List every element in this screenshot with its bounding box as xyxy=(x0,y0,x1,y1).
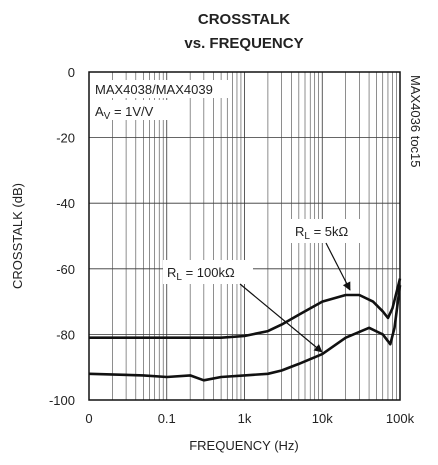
y-tick-label: -40 xyxy=(56,196,75,211)
label-bg xyxy=(291,219,361,243)
annotation: MAX4036 toc15 xyxy=(408,75,423,168)
x-tick-label: 0.1 xyxy=(158,411,176,426)
annotation: RL = 100kΩ xyxy=(167,265,235,283)
lines xyxy=(88,278,402,382)
label-bg xyxy=(92,80,232,98)
x-axis-label: FREQUENCY (Hz) xyxy=(189,438,299,453)
y-tick-label: -100 xyxy=(49,393,75,408)
x-tick-label: 10k xyxy=(312,411,333,426)
series-line xyxy=(88,285,402,382)
arrow xyxy=(325,242,351,291)
chart-title: vs. FREQUENCY xyxy=(184,35,303,52)
annotation: RL = 5kΩ xyxy=(295,224,348,242)
series-line xyxy=(89,278,402,339)
annotation: MAX4038/MAX4039 xyxy=(95,82,213,97)
x-tick-label: 0 xyxy=(85,411,92,426)
y-tick-label: -60 xyxy=(56,262,75,277)
arrow xyxy=(239,283,323,353)
y-tick-label: 0 xyxy=(68,65,75,80)
x-tick-label: 100k xyxy=(386,411,415,426)
label-bg xyxy=(163,260,253,284)
label-bg xyxy=(92,100,172,120)
y-tick-label: -20 xyxy=(56,131,75,146)
plot-frame xyxy=(88,71,401,401)
chart-title: CROSSTALK xyxy=(198,11,290,28)
y-tick-label: -80 xyxy=(56,327,75,342)
y-axis-label: CROSSTALK (dB) xyxy=(10,183,25,289)
annotation: AV = 1V/V xyxy=(95,104,154,122)
x-tick-label: 1k xyxy=(238,411,252,426)
